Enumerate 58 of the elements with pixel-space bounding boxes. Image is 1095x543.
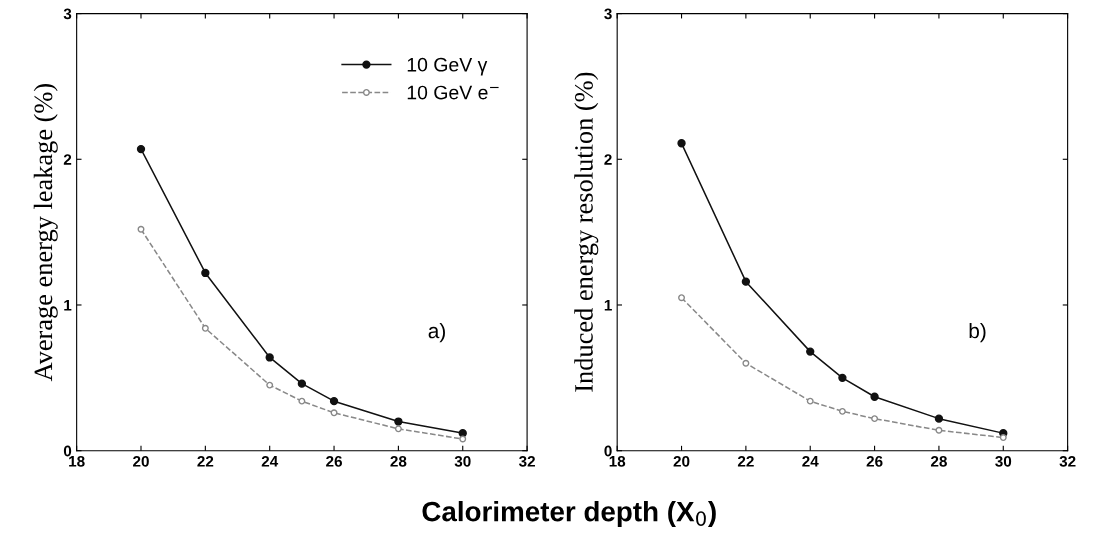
x-tick-label: 32: [518, 455, 535, 467]
point: [871, 415, 879, 423]
annotation: b): [969, 322, 986, 343]
point: [838, 407, 846, 415]
point: [201, 268, 210, 278]
point: [806, 397, 814, 405]
point: [678, 294, 686, 302]
x-tick-label: 28: [390, 455, 407, 467]
point: [741, 277, 751, 286]
y-tick-label: 2: [63, 154, 72, 165]
y-tick-label: 3: [63, 8, 72, 20]
x-tick-label: 20: [673, 455, 690, 467]
x-tick-label: 26: [326, 455, 342, 467]
x-tick-label: 22: [197, 455, 214, 467]
legend-label: 10 GeV γ: [407, 57, 488, 76]
point: [935, 426, 943, 434]
point: [458, 429, 467, 438]
point: [265, 353, 274, 362]
point: [137, 225, 145, 233]
point: [330, 409, 338, 417]
x-tick-label: 24: [802, 455, 819, 467]
point: [266, 381, 274, 389]
point: [838, 373, 847, 383]
x-tick-label: 28: [930, 455, 947, 467]
x-tick-label: 32: [1059, 455, 1076, 467]
point: [298, 397, 306, 405]
point: [459, 435, 467, 443]
point: [297, 379, 307, 388]
y-tick-label: 0: [63, 445, 72, 457]
y-axis-title: Average energy leakage (%): [33, 83, 58, 382]
x-tick-label: 26: [866, 455, 883, 467]
x-axis-title: Calorimeter depth (X$_{0}$): [422, 501, 716, 527]
x-tick-label: 18: [69, 455, 85, 467]
point: [677, 139, 686, 148]
x-tick-label: 30: [995, 455, 1012, 467]
y-tick-label: 1: [64, 300, 72, 311]
y-tick-label: 0: [604, 445, 612, 457]
legend-label: 10 GeV e$^{−}$: [407, 85, 499, 100]
point: [394, 425, 402, 433]
y-tick-label: 3: [604, 8, 612, 20]
point: [870, 392, 879, 401]
point: [201, 324, 209, 332]
point: [329, 396, 339, 406]
point: [136, 144, 146, 154]
x-tick-label: 22: [737, 455, 754, 467]
x-tick-label: 18: [609, 455, 626, 467]
x-tick-label: 24: [261, 455, 279, 467]
point: [999, 434, 1007, 442]
point: [806, 347, 815, 356]
annotation: a): [428, 322, 445, 343]
point: [934, 414, 944, 423]
point: [394, 417, 403, 426]
x-tick-label: 20: [133, 455, 149, 467]
y-axis-title: Induced energy resolution (%): [574, 72, 599, 392]
point: [742, 359, 750, 367]
y-tick-label: 2: [604, 154, 612, 165]
x-tick-label: 30: [454, 455, 471, 467]
y-tick-label: 1: [604, 300, 612, 311]
